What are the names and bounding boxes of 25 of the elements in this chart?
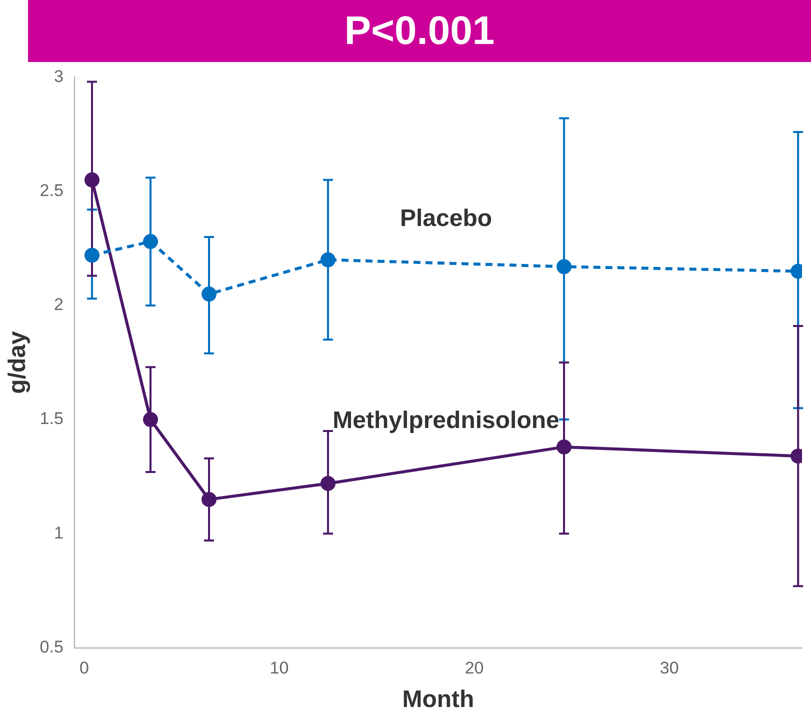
point <box>143 412 158 428</box>
x-tick-label: 20 <box>464 658 484 678</box>
y-tick-label: 2.5 <box>40 181 64 200</box>
y-tick-label: 2 <box>54 295 64 314</box>
point <box>320 476 336 491</box>
y-tick-label: 1 <box>54 523 64 542</box>
point <box>320 252 336 268</box>
point <box>202 492 217 507</box>
x-tick-label: 30 <box>660 658 679 678</box>
point <box>202 286 217 302</box>
x-tick-label: 10 <box>270 658 289 678</box>
point <box>556 439 572 454</box>
point <box>556 259 572 274</box>
y-tick-label: 1.5 <box>40 409 64 428</box>
point <box>143 234 158 250</box>
point <box>84 172 100 188</box>
chart-title: P<0.001 <box>28 0 811 62</box>
y-axis-title: g/day <box>4 330 32 394</box>
series-label: Methylprednisolone <box>332 406 560 434</box>
y-tick-label: 0.5 <box>40 637 64 656</box>
series-label: Placebo <box>400 204 492 232</box>
x-axis-title: Month <box>402 686 474 714</box>
point <box>84 248 100 263</box>
x-tick-label: 0 <box>79 658 89 678</box>
y-tick-label: 3 <box>54 66 64 86</box>
